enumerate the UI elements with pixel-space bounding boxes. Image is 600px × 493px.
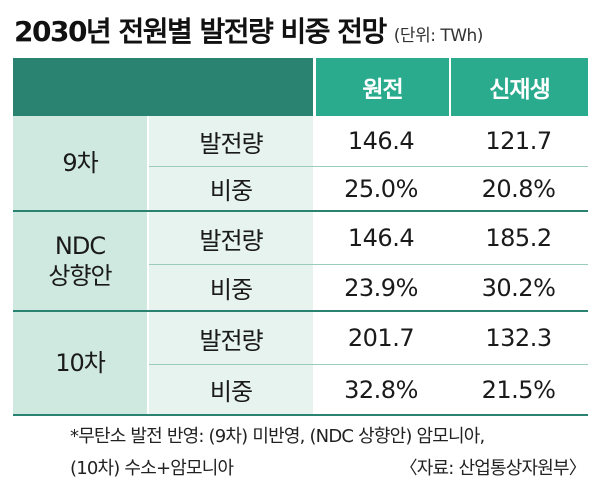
value-cell: 201.7 [313,312,449,364]
source-credit: 〈자료: 산업통상자원부〉 [399,458,587,479]
group-label-line: 상향안 [48,262,112,290]
value-cell: 32.8% [313,365,449,414]
value-cell: 21.5% [449,365,588,414]
header-blank [13,58,313,116]
data-table: 원전 신재생 9차 발전량 146.4 121.7 비중 25.0% 20.8%… [13,58,588,416]
value-cell: 30.2% [449,265,588,310]
value-cell: 20.8% [449,167,588,210]
group-divider [13,310,588,312]
value-cell: 121.7 [449,116,588,166]
page-title: 2030년 전원별 발전량 비중 전망 [14,15,387,48]
row-divider [149,166,588,167]
group-divider [13,210,588,212]
row-divider [149,364,588,365]
footnote-continued: (10차) 수소+암모니아 [70,458,234,479]
group-label-text: NDC 상향안 [48,231,112,291]
group-label-10th: 10차 [13,312,147,414]
value-cell: 185.2 [449,212,588,264]
unit-label: (단위: TWh) [393,26,484,46]
header-divider [449,58,451,116]
group-label-ndc: NDC 상향안 [13,212,147,310]
footnote: *무탄소 발전 반영: (9차) 미반영, (NDC 상향안) 암모니아, [70,426,485,447]
column-header-nuclear: 원전 [316,58,449,116]
value-cell: 23.9% [313,265,449,310]
group-label-9th: 9차 [13,116,147,210]
metric-label: 발전량 [149,116,313,166]
row-divider [149,264,588,265]
metric-label: 발전량 [149,312,313,364]
header-divider [313,58,315,116]
value-cell: 146.4 [313,212,449,264]
value-cell: 132.3 [449,312,588,364]
table-bottom-border [13,414,588,416]
metric-label: 비중 [149,365,313,414]
metric-label: 발전량 [149,212,313,264]
value-cell: 25.0% [313,167,449,210]
group-label-text: 9차 [62,149,98,177]
metric-label: 비중 [149,265,313,310]
metric-label: 비중 [149,167,313,210]
group-label-line: NDC [54,232,106,260]
group-label-text: 10차 [55,349,106,377]
title-row: 2030년 전원별 발전량 비중 전망 (단위: TWh) [14,10,483,52]
column-header-renewable: 신재생 [451,58,588,116]
value-cell: 146.4 [313,116,449,166]
